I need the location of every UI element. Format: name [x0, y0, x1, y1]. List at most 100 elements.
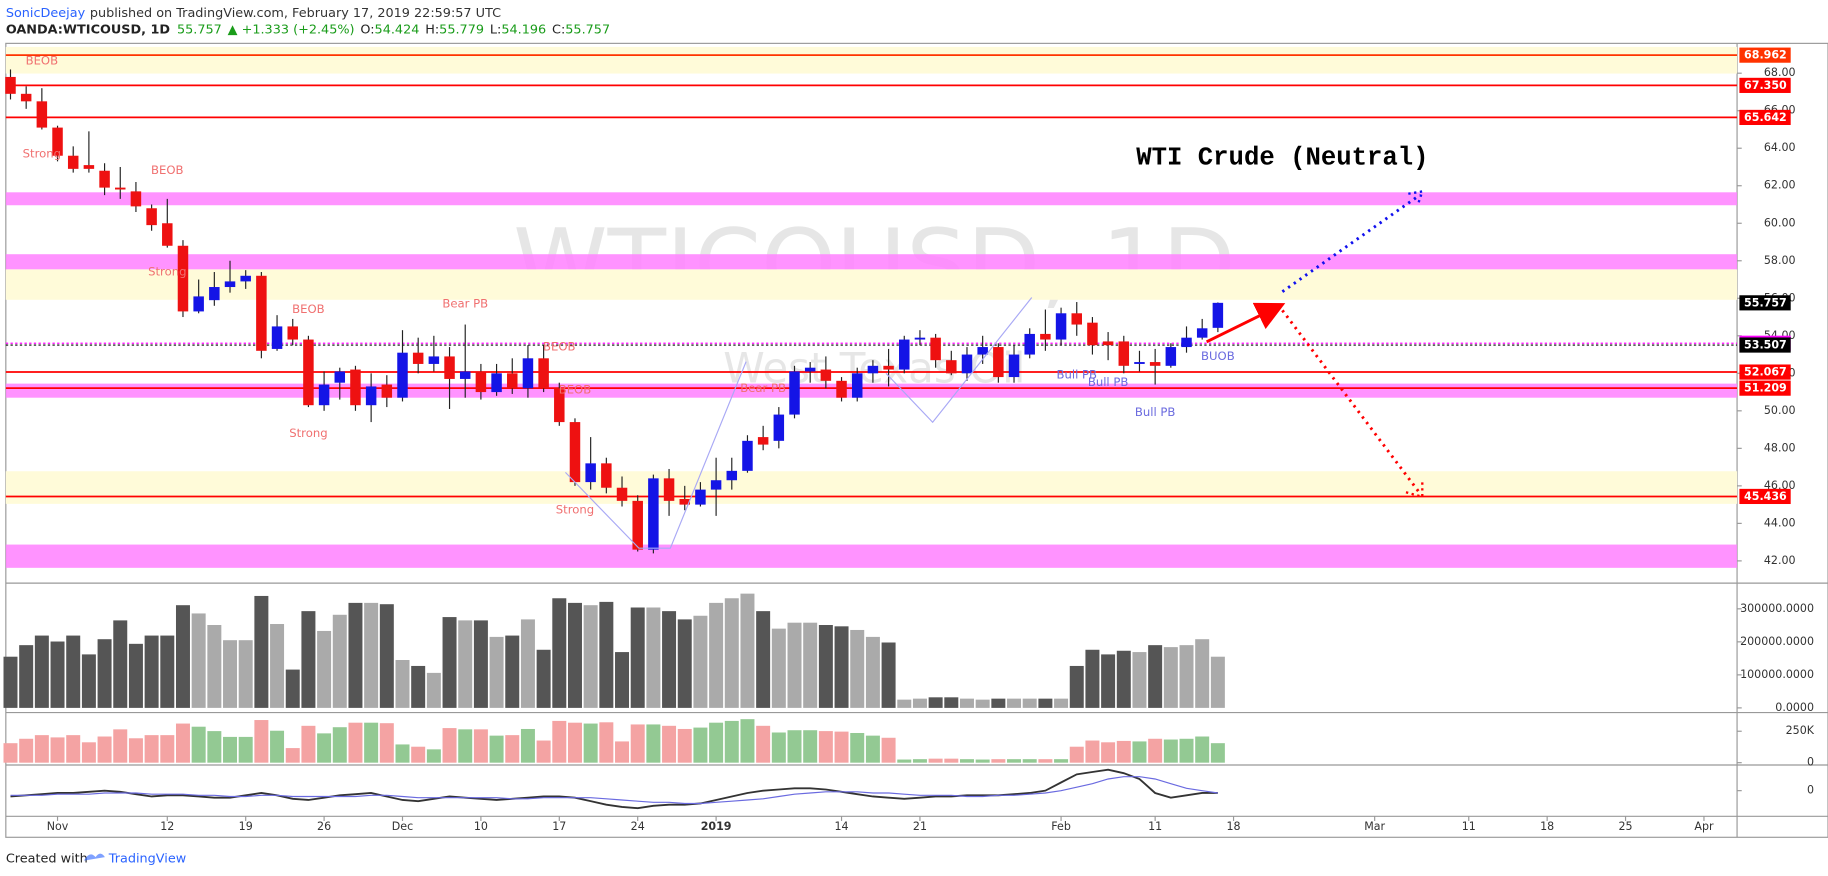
candle-body: [318, 384, 330, 406]
volume-bar-colored: [442, 728, 457, 763]
volume-bar: [928, 697, 943, 708]
candle-body: [961, 354, 973, 374]
candle-body: [177, 245, 189, 312]
projection-up: [1281, 193, 1421, 293]
volume-bar-colored: [1101, 742, 1116, 763]
volume-bar: [191, 613, 206, 708]
volume-bar-colored: [583, 723, 598, 763]
volume-bar: [458, 620, 473, 708]
volume-bar: [3, 656, 18, 708]
annotation: BEOB: [26, 53, 59, 67]
candle-body: [993, 347, 1004, 378]
volume2-tick-label: 250K: [1786, 724, 1815, 737]
volume-bar: [317, 630, 332, 708]
volume-bar: [818, 625, 833, 708]
annotation: Bull PB: [1056, 368, 1097, 382]
volume-bar-colored: [1179, 738, 1194, 763]
price-label-box: [1739, 364, 1791, 380]
volume-bar: [426, 672, 441, 708]
volume-bar: [238, 640, 253, 708]
trend-drawing: [885, 297, 1033, 424]
author[interactable]: SonicDeejay: [6, 6, 86, 21]
volume-bar-colored: [662, 725, 677, 763]
volume-bar-colored: [160, 735, 175, 763]
annotation: BEOB: [151, 163, 184, 177]
symbol: OANDA:WTICOUSD, 1D: [6, 22, 170, 37]
price-label-box: [1739, 109, 1791, 126]
volume-bar: [865, 636, 880, 708]
volume-bar-colored: [865, 735, 880, 763]
volume-bar-colored: [395, 744, 410, 763]
volume-bar-colored: [128, 738, 143, 763]
volume-bar-colored: [1085, 740, 1100, 763]
volume-bar: [207, 625, 222, 708]
volume-bar-colored: [97, 736, 112, 763]
candle-body: [1071, 313, 1082, 325]
candle-body: [507, 373, 518, 389]
annotation: Bull PB: [1088, 375, 1129, 389]
candle-body: [836, 380, 847, 398]
volume-bar: [646, 607, 661, 708]
x-tick-label: 26: [317, 820, 331, 833]
candle-body: [538, 358, 549, 389]
candle-body: [1149, 362, 1161, 366]
price-label: 51.209: [1744, 382, 1787, 395]
zone: [5, 471, 1738, 504]
candle-body: [130, 191, 142, 207]
volume-bar-colored: [693, 727, 708, 763]
volume-bar: [881, 642, 896, 708]
zone: [5, 46, 1738, 74]
candle-body: [5, 76, 16, 94]
volume-bar-colored: [113, 729, 128, 763]
ohlc-label: H:: [425, 22, 439, 37]
candle-body: [224, 281, 236, 288]
x-tick-label: 19: [239, 820, 253, 833]
volume-bar: [144, 635, 159, 708]
volume-bar: [724, 598, 739, 708]
x-tick-label: 25: [1619, 820, 1633, 833]
volume-bar: [128, 643, 143, 708]
volume-bar: [991, 698, 1006, 708]
volume-bar-colored: [364, 722, 379, 763]
volume-bar-colored: [50, 737, 65, 763]
volume-bar: [1148, 645, 1163, 708]
candle-body: [1102, 341, 1114, 346]
candle-body: [162, 223, 173, 246]
volume-bar: [787, 622, 802, 708]
candle-body: [726, 470, 738, 481]
volume-bar-colored: [709, 722, 724, 763]
volume-bar: [1101, 654, 1116, 708]
volume-bar: [66, 635, 81, 708]
zone: [5, 254, 1738, 270]
volume-bar-colored: [144, 735, 159, 763]
volume-bar-colored: [411, 746, 426, 763]
volume-bar-colored: [740, 719, 755, 763]
volume-bar-colored: [191, 726, 206, 763]
volume-bar-colored: [207, 731, 222, 763]
footer-brand[interactable]: TradingView: [108, 851, 186, 866]
x-tick-label: 11: [1462, 820, 1476, 833]
annotation: BUOB: [1201, 349, 1235, 363]
volume-bar: [285, 669, 300, 708]
price-label: 55.757: [1744, 296, 1787, 309]
candle-body: [491, 373, 502, 393]
volume-bar-colored: [677, 728, 692, 763]
close-value: 55.757: [565, 22, 610, 37]
volume-bar-colored: [1132, 741, 1147, 763]
volume-bar: [520, 619, 535, 708]
volume-bar: [834, 626, 849, 708]
candle-body: [36, 101, 48, 128]
volume-bar: [395, 660, 410, 708]
y-tick-label: 46.00: [1764, 479, 1796, 492]
x-tick-label: 2019: [701, 820, 732, 833]
volume-bar: [599, 601, 614, 708]
candle-body: [1055, 313, 1067, 340]
volume-bar: [912, 698, 927, 708]
candle-body: [554, 388, 565, 423]
volume-bar: [113, 620, 128, 708]
osc-tick-label: 0: [1807, 784, 1814, 797]
volume-tick-label: 200000.0000: [1740, 635, 1814, 648]
candle-body: [663, 478, 675, 501]
candle-body: [1212, 302, 1224, 328]
volume-bar: [1195, 639, 1210, 708]
